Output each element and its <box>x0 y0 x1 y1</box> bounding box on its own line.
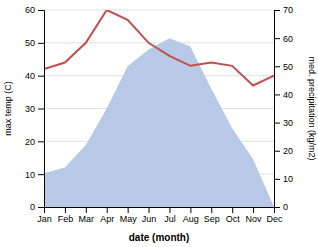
tick: Oct <box>226 207 241 224</box>
tick: Mar <box>79 207 95 224</box>
tick-mark <box>38 10 44 11</box>
tick-label: 30 <box>25 104 35 114</box>
y-axis: 0 10 20 30 40 50 60 <box>25 5 45 212</box>
tick: May <box>120 207 138 224</box>
tick-label: Nov <box>246 214 263 224</box>
tick-mark <box>274 151 280 152</box>
tick: 10 <box>274 174 293 184</box>
tick-label: 40 <box>283 90 293 100</box>
tick-label: Sep <box>204 214 220 224</box>
chart: JanFebMarAprMayJunJulAugSepOctNovDec0102… <box>0 0 318 247</box>
tick-label: Apr <box>100 214 114 224</box>
axis-line <box>38 11 45 208</box>
tick-mark <box>149 207 150 213</box>
tick-label: 30 <box>283 118 293 128</box>
tick-mark <box>38 43 44 44</box>
tick-mark <box>38 174 44 175</box>
x-axis-title: date (month) <box>129 232 190 243</box>
tick-label: 70 <box>283 5 293 15</box>
tick-mark <box>38 207 44 208</box>
tick-label: Jun <box>142 214 157 224</box>
tick: Nov <box>246 207 263 224</box>
grid <box>44 10 274 207</box>
line <box>44 10 274 86</box>
y2-axis-title: med. precipitation (kg/m2) <box>307 56 317 160</box>
tick: Feb <box>58 207 74 224</box>
tick-label: 50 <box>25 38 35 48</box>
marks <box>44 10 274 207</box>
tick-label: May <box>120 214 138 224</box>
tick: Jan <box>37 207 52 224</box>
tick-mark <box>274 207 280 208</box>
tick-mark <box>128 207 129 213</box>
tick: 20 <box>274 146 293 156</box>
tick: 40 <box>25 71 44 81</box>
tick-label: 0 <box>283 202 288 212</box>
tick-mark <box>38 109 44 110</box>
tick: Sep <box>204 207 220 224</box>
axis-line <box>45 208 275 214</box>
tick: 10 <box>25 170 44 180</box>
tick-label: Dec <box>266 214 283 224</box>
tick-mark <box>211 207 212 213</box>
tick-mark <box>274 94 280 95</box>
tick-label: 10 <box>283 174 293 184</box>
tick-label: Oct <box>226 214 241 224</box>
tick-label: 10 <box>25 170 35 180</box>
tick: 40 <box>274 90 293 100</box>
tick-mark <box>274 38 280 39</box>
grid-line <box>44 42 274 43</box>
axis-line <box>275 11 281 208</box>
tick-label: 60 <box>283 34 293 44</box>
tick-mark <box>38 76 44 77</box>
tick: 30 <box>25 104 44 114</box>
tick: 50 <box>25 38 44 48</box>
tick-mark <box>274 123 280 124</box>
tick: 30 <box>274 118 293 128</box>
tick-label: Feb <box>58 214 74 224</box>
tick: Dec <box>266 207 283 224</box>
tick-mark <box>169 207 170 213</box>
tick-label: 0 <box>30 202 35 212</box>
tick: 60 <box>25 5 44 15</box>
tick: 20 <box>25 137 44 147</box>
tick-mark <box>86 207 87 213</box>
tick-mark <box>274 10 280 11</box>
tick: Jun <box>142 207 157 224</box>
tick-label: 40 <box>25 71 35 81</box>
tick-label: Aug <box>183 214 199 224</box>
tick: Apr <box>100 207 114 224</box>
y-axis-title: max temp (C) <box>3 81 13 136</box>
plot: JanFebMarAprMayJunJulAugSepOctNovDec0102… <box>25 5 293 224</box>
tick: 60 <box>274 34 293 44</box>
grid-line <box>44 10 274 11</box>
tick: Aug <box>183 207 199 224</box>
tick-mark <box>253 207 254 213</box>
tick-mark <box>274 66 280 67</box>
tick-label: Jan <box>37 214 52 224</box>
y2-axis: 0 10 20 30 40 50 60 70 <box>274 5 293 212</box>
tick-label: 20 <box>283 146 293 156</box>
tick: Jul <box>164 207 176 224</box>
tick: 70 <box>274 5 293 15</box>
tick-mark <box>107 207 108 213</box>
tick-mark <box>232 207 233 213</box>
tick-mark <box>274 179 280 180</box>
tick: 0 <box>274 202 288 212</box>
tick-label: 60 <box>25 5 35 15</box>
tick-label: 20 <box>25 137 35 147</box>
tick-mark <box>38 141 44 142</box>
x-axis: Jan Feb Mar Apr May Jun Jul Aug Sep Oct NovDec <box>37 207 283 224</box>
tick-mark <box>65 207 66 213</box>
tick-label: Jul <box>164 214 176 224</box>
area <box>44 38 274 207</box>
tick: 50 <box>274 62 293 72</box>
tick: 0 <box>30 202 44 212</box>
tick-label: 50 <box>283 62 293 72</box>
tick-mark <box>190 207 191 213</box>
tick-label: Mar <box>79 214 95 224</box>
